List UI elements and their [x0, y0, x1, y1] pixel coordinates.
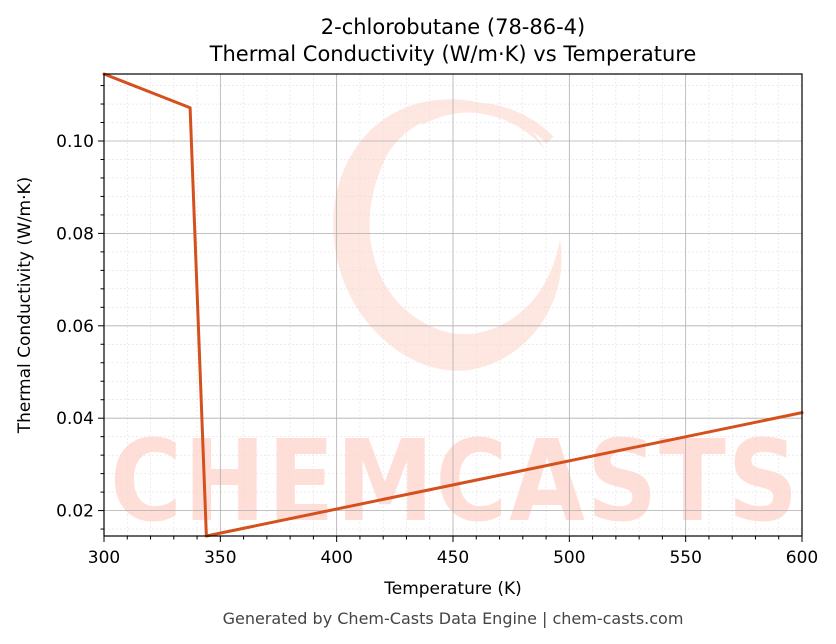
y-tick-label: 0.08	[56, 224, 94, 244]
x-tick-label: 400	[320, 548, 352, 568]
x-tick-label: 550	[669, 548, 701, 568]
series-line-0	[102, 72, 804, 538]
y-axis-label: Thermal Conductivity (W/m·K)	[15, 177, 35, 435]
chart-title: 2-chlorobutane (78-86-4)	[321, 15, 586, 39]
chem-casts-swirl-logo	[333, 99, 562, 371]
x-axis-label: Temperature (K)	[383, 579, 522, 599]
x-tick-label: 300	[88, 548, 120, 568]
y-tick-label: 0.10	[56, 132, 94, 152]
y-tick-label: 0.02	[56, 502, 94, 522]
x-tick-label: 350	[204, 548, 236, 568]
chem-casts-watermark: CHEMCASTS	[110, 99, 798, 547]
x-tick-label: 450	[437, 548, 469, 568]
x-tick-label: 500	[553, 548, 585, 568]
y-axis-ticks: 0.02 0.04 0.06 0.08 0.10	[56, 85, 104, 530]
series-layer	[102, 72, 804, 538]
x-axis-ticks: 300 350 400 450 500 550 600	[88, 536, 818, 568]
chart-subtitle: Thermal Conductivity (W/m·K) vs Temperat…	[209, 42, 697, 66]
x-tick-label: 600	[786, 548, 818, 568]
y-tick-label: 0.04	[56, 409, 94, 429]
footer-credit: Generated by Chem-Casts Data Engine | ch…	[223, 609, 684, 628]
y-tick-label: 0.06	[56, 317, 94, 337]
